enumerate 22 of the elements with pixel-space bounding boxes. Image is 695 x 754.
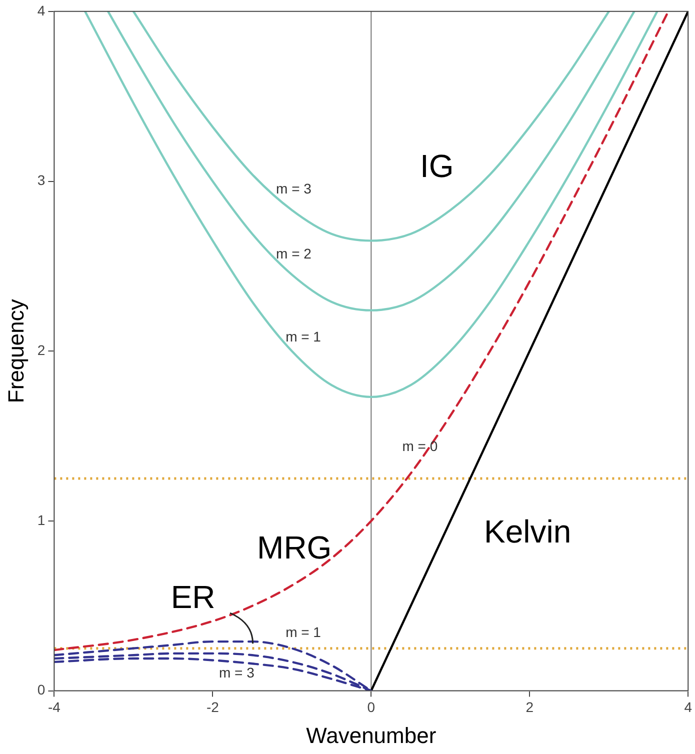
- annotation: MRG: [257, 529, 332, 566]
- x-tick-label: -4: [48, 699, 61, 716]
- annotation: m = 0: [402, 438, 438, 454]
- annotation: Kelvin: [484, 514, 572, 550]
- x-tick-label: 2: [526, 699, 534, 716]
- y-tick-label: 2: [37, 342, 46, 358]
- y-tick-label: 0: [37, 682, 46, 698]
- annotation: m = 3: [276, 180, 312, 196]
- annotation: m = 1: [286, 328, 322, 344]
- annotation: m = 3: [219, 664, 255, 681]
- x-tick-label: -2: [206, 699, 220, 716]
- x-axis-title: Wavenumber: [306, 722, 436, 748]
- x-tick-label: 0: [367, 699, 376, 716]
- annotation: m = 2: [276, 245, 312, 262]
- y-tick-label: 1: [37, 512, 46, 528]
- annotation: IG: [420, 148, 454, 184]
- annotation: ER: [170, 578, 216, 615]
- y-tick-label: 3: [37, 172, 46, 188]
- y-tick-label: 4: [37, 2, 46, 18]
- x-tick-label: 4: [684, 699, 692, 716]
- y-axis-title: Frequency: [3, 299, 28, 404]
- annotation: m = 1: [286, 624, 322, 640]
